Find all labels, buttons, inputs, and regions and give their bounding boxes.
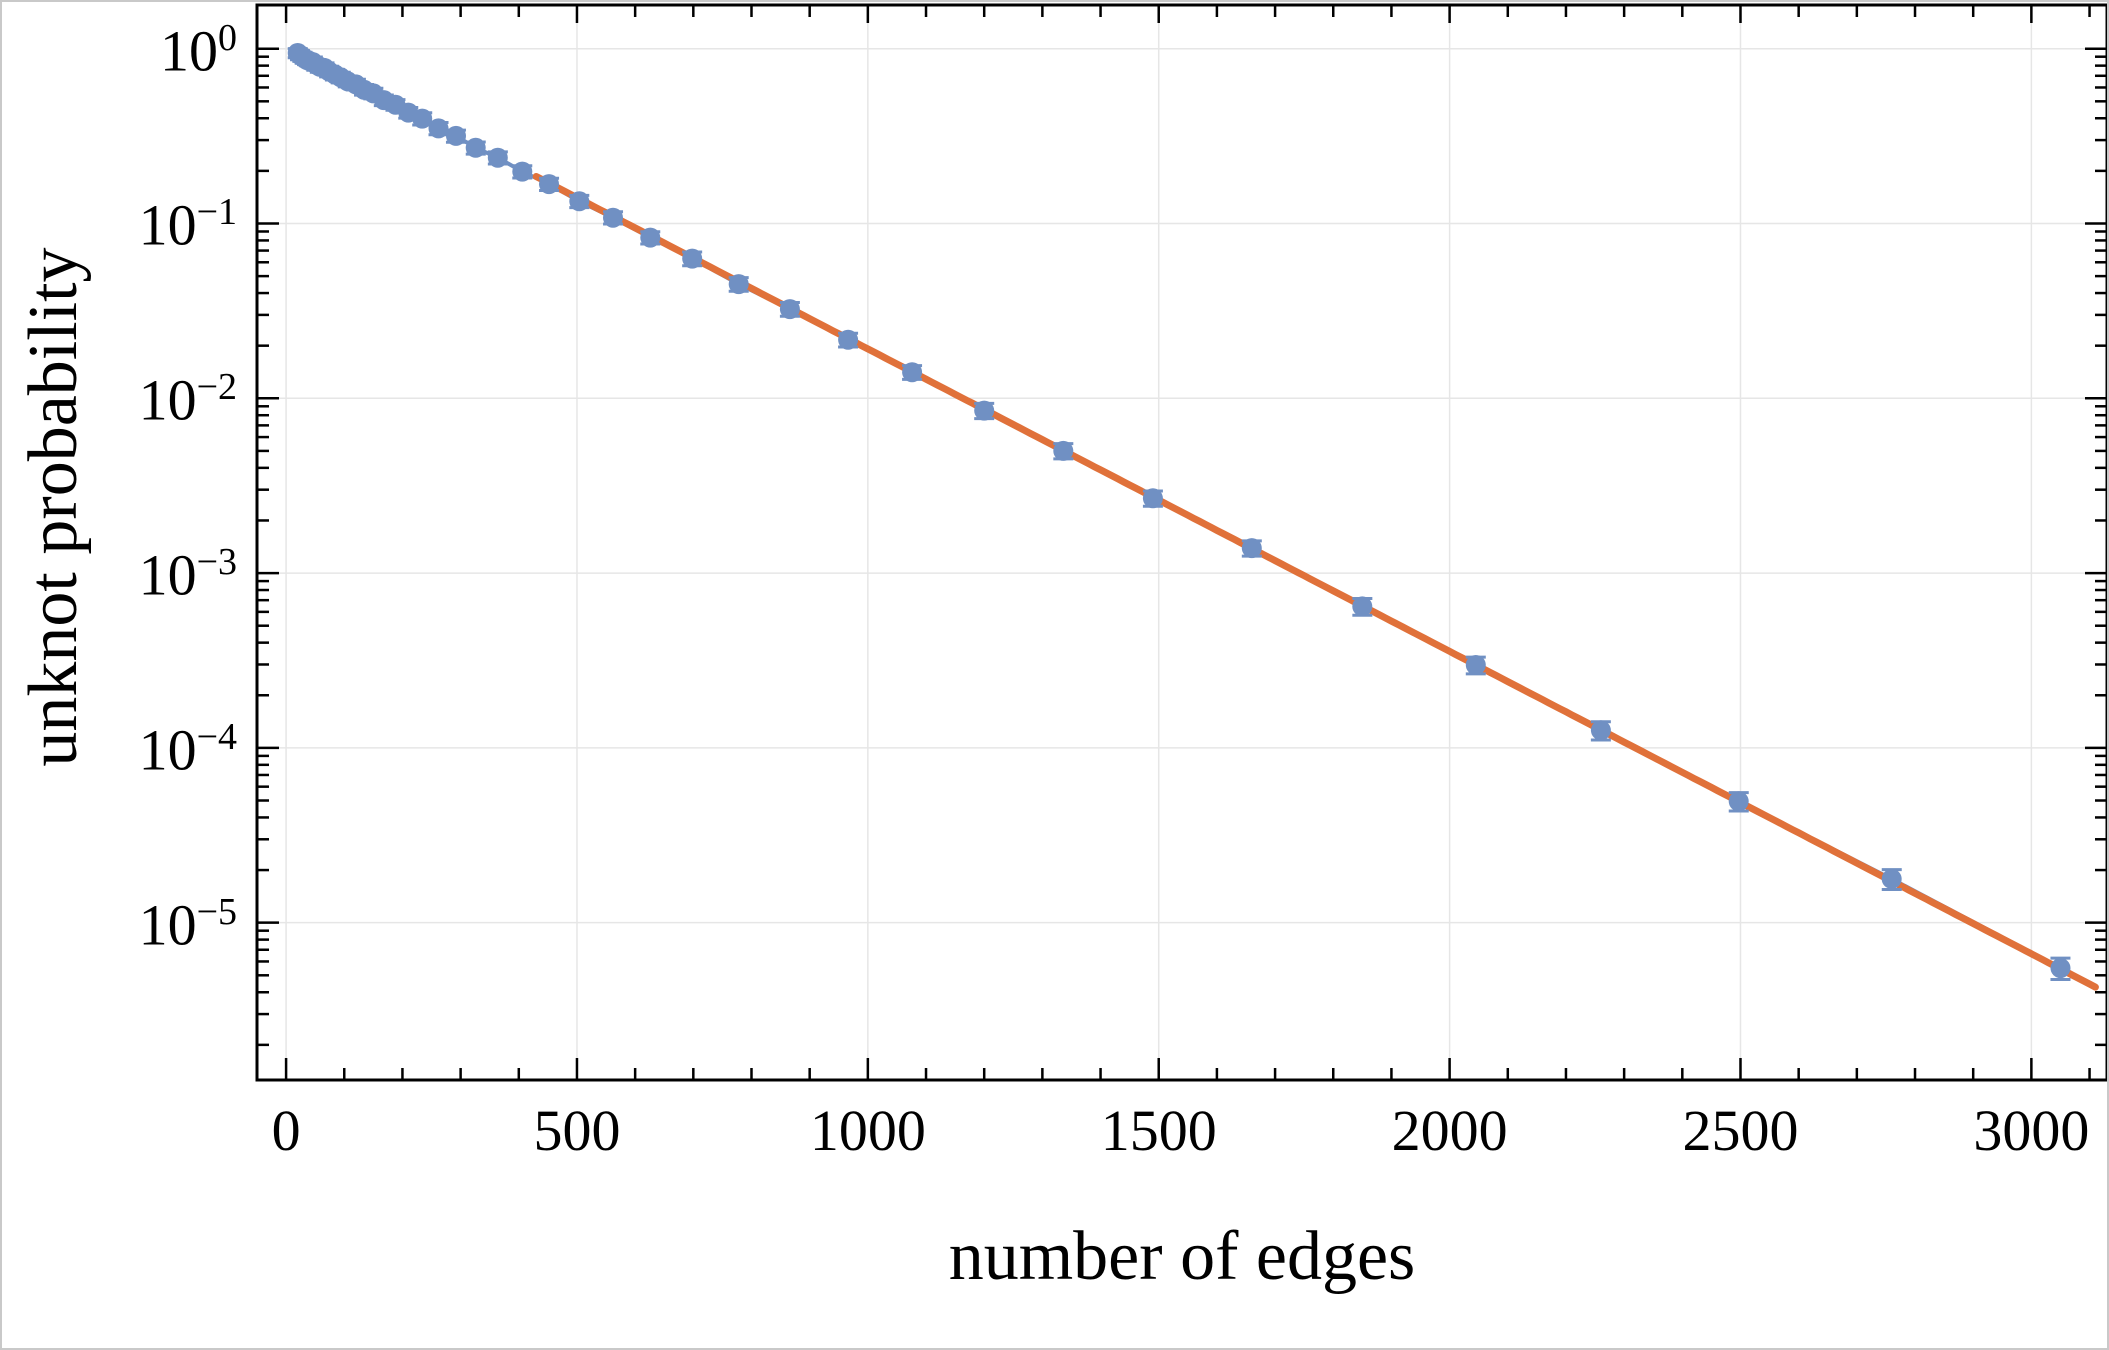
plot-frame: [255, 3, 2107, 1082]
data-point: [640, 227, 661, 248]
data-point: [487, 147, 508, 168]
y-tick-label: 100: [160, 16, 237, 84]
y-tick-label: 10−4: [138, 715, 237, 783]
data-point: [1590, 720, 1611, 741]
x-axis-title: number of edges: [948, 1218, 1416, 1295]
x-tick-label: 1000: [809, 1098, 926, 1163]
gridlines: [257, 5, 2107, 1080]
y-tick-label: 10−1: [138, 191, 237, 258]
x-tick-label: 2500: [1682, 1098, 1799, 1163]
axis-ticks: [257, 5, 2107, 1080]
x-tick-label: 500: [533, 1098, 621, 1163]
y-tick-label: 10−2: [138, 366, 237, 433]
x-tick-label: 2000: [1391, 1098, 1508, 1163]
data-point: [2050, 958, 2071, 979]
data-point: [1142, 488, 1163, 509]
data-point: [539, 174, 559, 195]
data-point: [1053, 440, 1074, 461]
data-point: [902, 362, 923, 383]
data-point: [682, 248, 703, 269]
data-point: [446, 125, 466, 146]
y-axis-title: unknot probability: [15, 247, 92, 767]
data-point: [569, 191, 590, 212]
data-point: [1352, 596, 1373, 617]
fit-line: [532, 173, 2099, 991]
data-point: [465, 137, 486, 158]
data-point: [974, 400, 995, 421]
y-tick-label: 10−3: [138, 541, 237, 608]
x-tick-label: 3000: [1973, 1098, 2090, 1163]
data-point: [603, 207, 623, 228]
data-point: [512, 161, 533, 182]
data-point: [1728, 791, 1749, 812]
data-point: [838, 329, 859, 350]
data-point: [412, 108, 433, 129]
data-point: [428, 118, 449, 139]
data-point: [1241, 538, 1262, 559]
data-points: [287, 43, 2071, 979]
y-tick-label: 10−5: [138, 890, 237, 957]
data-point: [1465, 655, 1486, 675]
data-point: [1881, 868, 1902, 889]
x-tick-label: 0: [271, 1098, 301, 1163]
data-point: [779, 299, 800, 320]
x-tick-label: 1500: [1100, 1098, 1217, 1163]
data-point: [728, 274, 749, 295]
